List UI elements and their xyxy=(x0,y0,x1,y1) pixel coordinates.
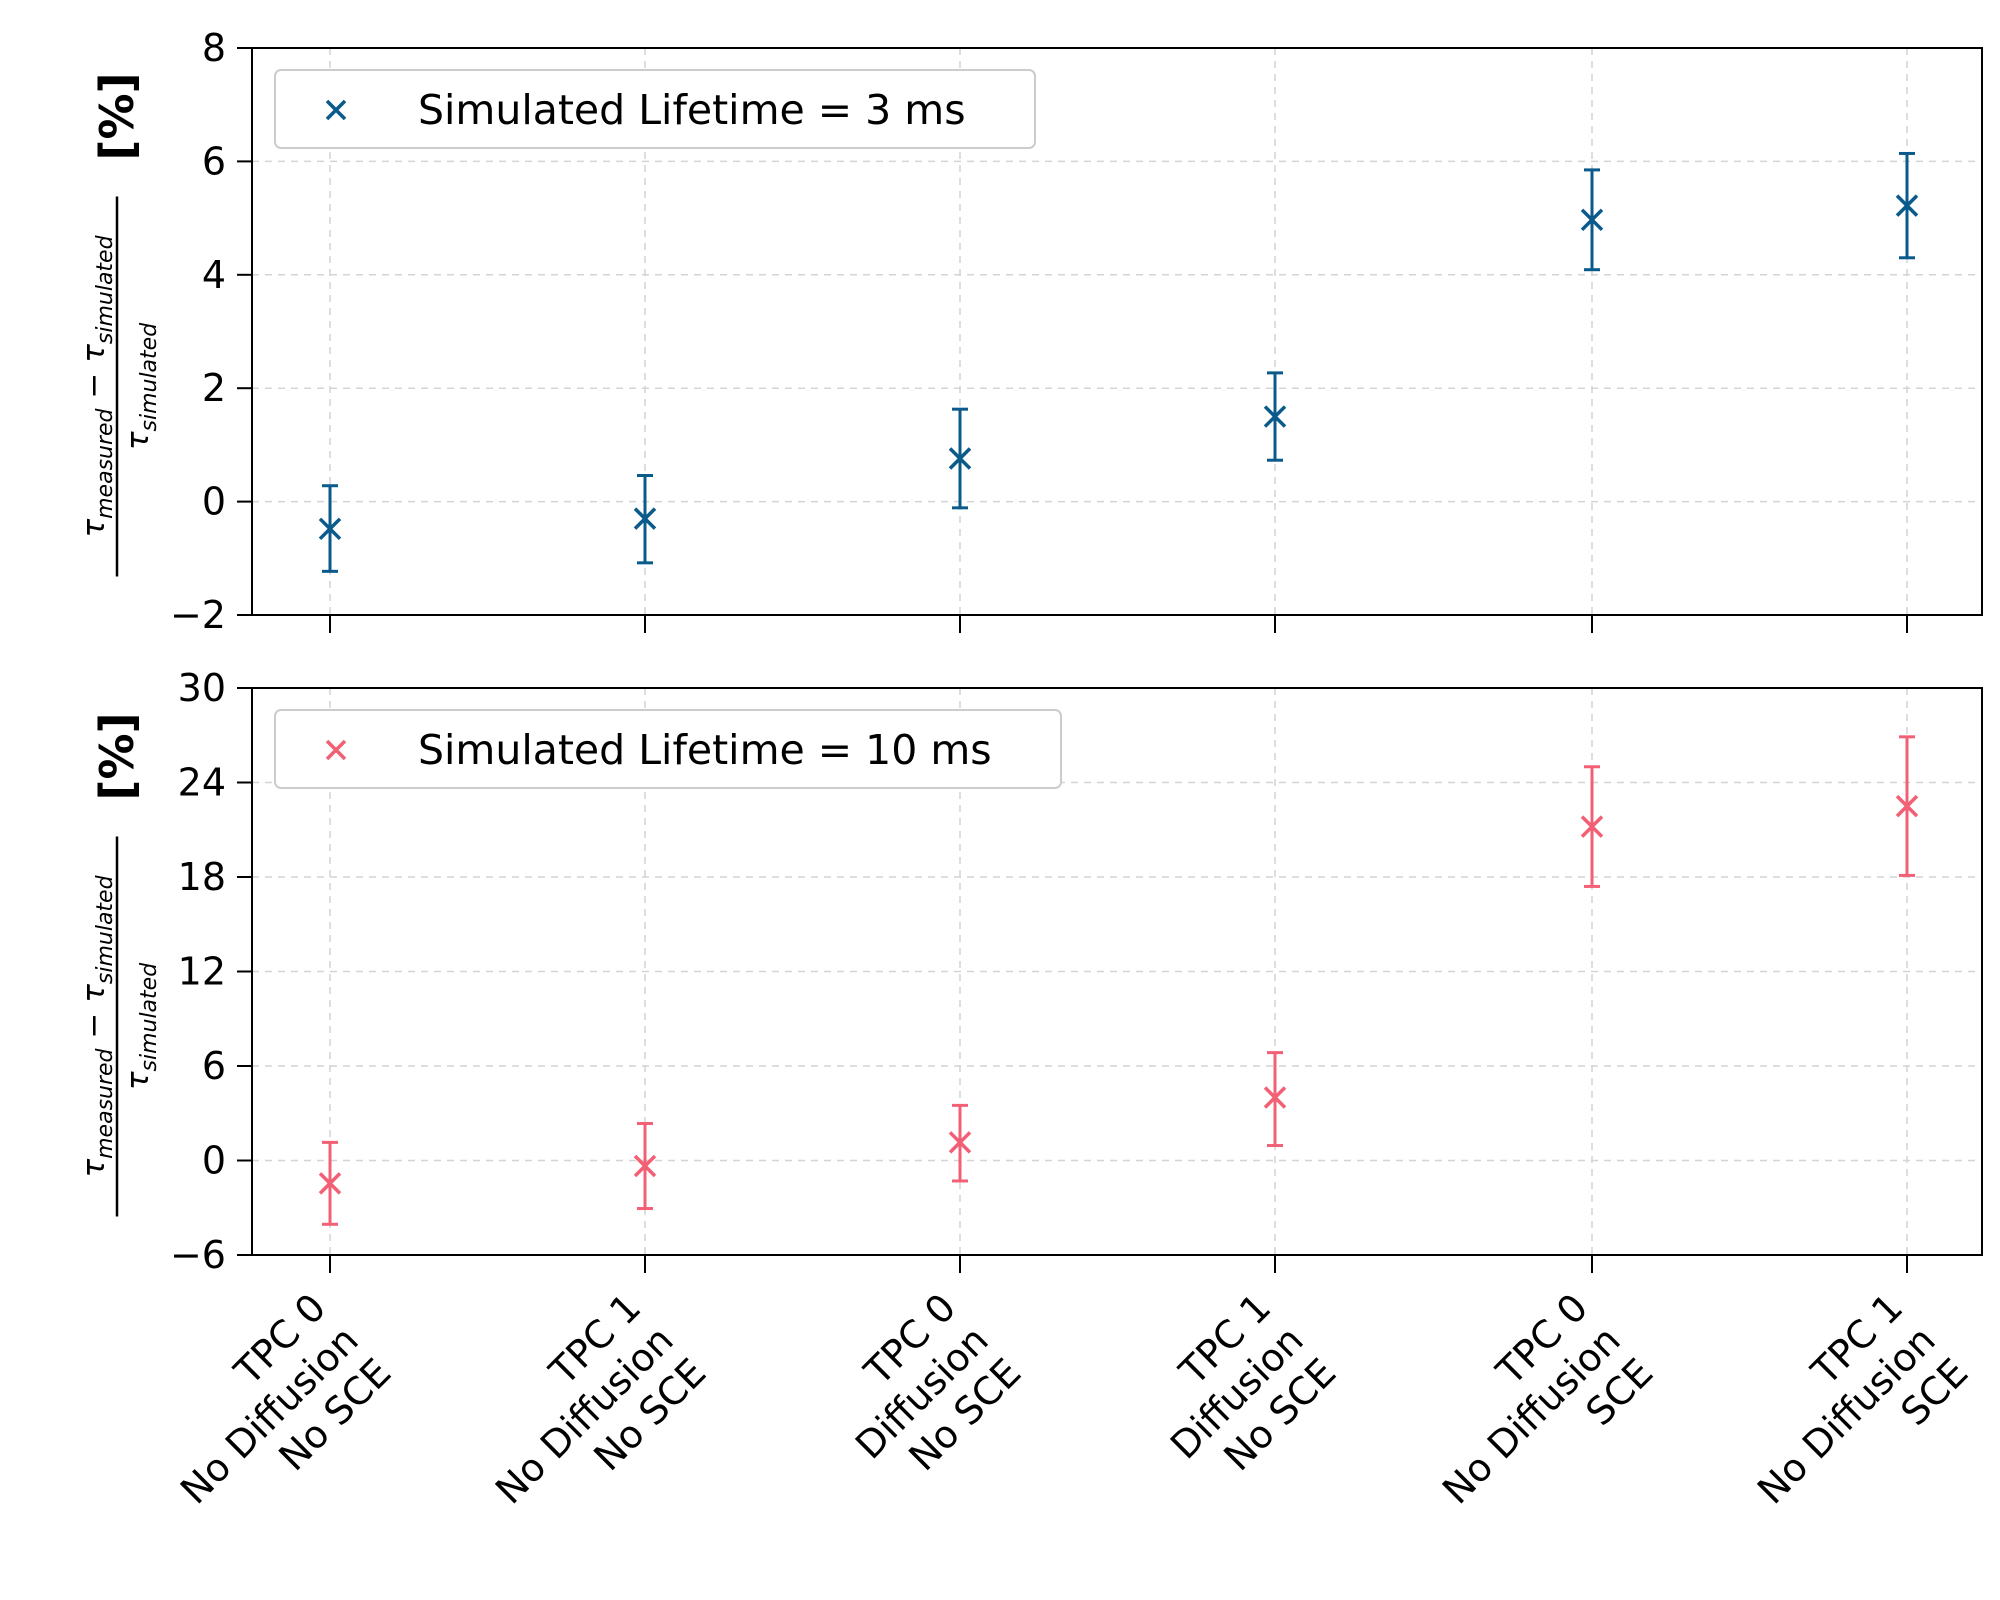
y-label-numerator: τmeasured − τsimulated xyxy=(76,874,118,1177)
legend-label: Simulated Lifetime = 10 ms xyxy=(418,726,992,774)
data-point-stroke xyxy=(318,1172,342,1195)
x-category-label: TPC 1No DiffusionSCE xyxy=(1716,1285,1976,1545)
panel-1: −2 0 2 4 6 8 Simulated Lifetime = 3 ms τmeasure… xyxy=(76,26,1983,637)
y-tick-label: 12 xyxy=(178,950,226,994)
x-category-label: TPC 1No DiffusionNo SCE xyxy=(454,1285,714,1545)
legend-box xyxy=(274,69,1036,149)
legend: Simulated Lifetime = 10 ms xyxy=(274,709,1062,789)
legend-marker xyxy=(325,99,347,121)
legend-label: Simulated Lifetime = 3 ms xyxy=(418,86,966,134)
y-tick-label: 18 xyxy=(178,855,226,899)
x-category-label: TPC 0DiffusionNo SCE xyxy=(815,1285,1030,1500)
y-tick-label: 6 xyxy=(202,1044,226,1088)
data-point-stroke xyxy=(633,507,657,530)
data-point-stroke xyxy=(948,1131,972,1154)
y-label-unit: [%] xyxy=(90,712,144,800)
y-tick-label: 6 xyxy=(202,139,226,183)
y-tick-label: −6 xyxy=(170,1233,226,1277)
data-point-stroke xyxy=(318,517,342,541)
data-point xyxy=(948,447,972,470)
panel-2: −6 0 6 12 18 24 30 Simulated Lifetime = 10 ms τm… xyxy=(76,666,1983,1277)
y-label-numerator: τmeasured − τsimulated xyxy=(76,234,118,537)
y-label-denominator: τsimulated xyxy=(120,962,162,1090)
y-label-denominator: τsimulated xyxy=(120,322,162,450)
data-point xyxy=(1895,194,1919,217)
x-category-label: TPC 0No DiffusionNo SCE xyxy=(139,1285,399,1545)
y-tick-label: 30 xyxy=(178,666,226,710)
y-tick-label: 2 xyxy=(202,366,226,410)
plot-frame xyxy=(251,47,1983,616)
y-tick-label: 24 xyxy=(178,761,226,805)
data-point-stroke xyxy=(948,447,972,470)
legend: Simulated Lifetime = 3 ms xyxy=(274,69,1036,149)
legend-marker xyxy=(325,739,347,761)
data-point xyxy=(948,1131,972,1154)
data-point-stroke xyxy=(1580,815,1604,838)
data-point xyxy=(633,1154,657,1178)
y-tick-label: 0 xyxy=(202,480,226,524)
data-point xyxy=(1263,1086,1287,1109)
data-point xyxy=(318,517,342,541)
data-point-stroke xyxy=(633,1154,657,1178)
data-point xyxy=(633,507,657,530)
data-point xyxy=(1263,405,1287,428)
data-point-stroke xyxy=(1580,208,1604,232)
data-point xyxy=(1580,208,1604,232)
x-category-label: TPC 0No DiffusionSCE xyxy=(1401,1285,1661,1545)
data-point-stroke xyxy=(1895,794,1919,818)
legend-box xyxy=(274,709,1062,789)
data-point xyxy=(1895,794,1919,818)
x-category-label: TPC 1DiffusionNo SCE xyxy=(1130,1285,1345,1500)
y-tick-label: 0 xyxy=(202,1139,226,1183)
y-tick-label: 4 xyxy=(202,253,226,297)
y-tick-label: −2 xyxy=(170,593,226,637)
y-tick-label: 8 xyxy=(202,26,226,70)
y-label-unit: [%] xyxy=(90,72,144,160)
data-point-stroke xyxy=(1263,1086,1287,1109)
data-point-stroke xyxy=(1895,194,1919,217)
data-point-stroke xyxy=(1263,405,1287,428)
data-point xyxy=(318,1172,342,1195)
data-point xyxy=(1580,815,1604,838)
